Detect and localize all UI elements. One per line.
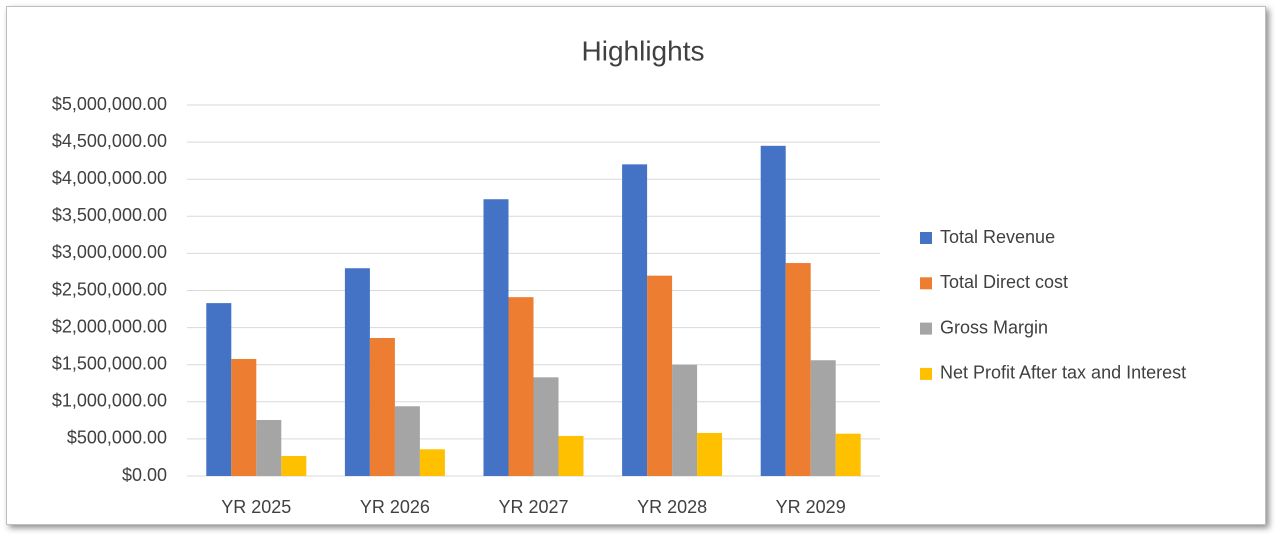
bar [508,297,534,476]
legend-label: Total Direct cost [940,272,1068,292]
bar [344,268,370,476]
x-tick-label: YR 2025 [221,497,291,517]
legend-label: Net Profit After tax and Interest [940,363,1186,383]
y-tick-label: $2,500,000.00 [52,279,167,299]
bar [835,433,861,476]
bar [394,406,420,476]
y-tick-label: $500,000.00 [67,428,167,448]
x-tick-label: YR 2029 [776,497,846,517]
bar [256,419,282,476]
chart-title: Highlights [582,35,705,66]
bar [622,164,648,477]
bar [369,337,395,476]
x-tick-label: YR 2028 [637,497,707,517]
y-tick-label: $3,000,000.00 [52,242,167,262]
bar [785,263,811,476]
y-tick-label: $4,000,000.00 [52,168,167,188]
y-tick-label: $3,500,000.00 [52,205,167,225]
x-tick-label: YR 2026 [360,497,430,517]
x-tick-label: YR 2027 [498,497,568,517]
y-tick-label: $5,000,000.00 [52,94,167,114]
bar [697,432,723,476]
bar [533,377,559,476]
legend-swatch [920,277,932,290]
y-tick-label: $2,000,000.00 [52,316,167,336]
bar [672,364,698,476]
bar [647,275,673,476]
bar [419,449,445,476]
y-tick-label: $4,500,000.00 [52,131,167,151]
legend-swatch [920,367,932,380]
bar [281,455,307,476]
legend-swatch [920,322,932,335]
legend-swatch [920,232,932,244]
y-tick-label: $1,500,000.00 [52,353,167,373]
y-tick-label: $1,000,000.00 [52,391,167,411]
bar [206,303,232,476]
bar [558,435,584,476]
bar [810,360,836,476]
legend-label: Gross Margin [940,317,1048,337]
bar [760,145,786,476]
bar [483,199,509,476]
legend-label: Total Revenue [940,227,1055,247]
bar [231,358,257,476]
y-tick-label: $0.00 [122,465,167,485]
